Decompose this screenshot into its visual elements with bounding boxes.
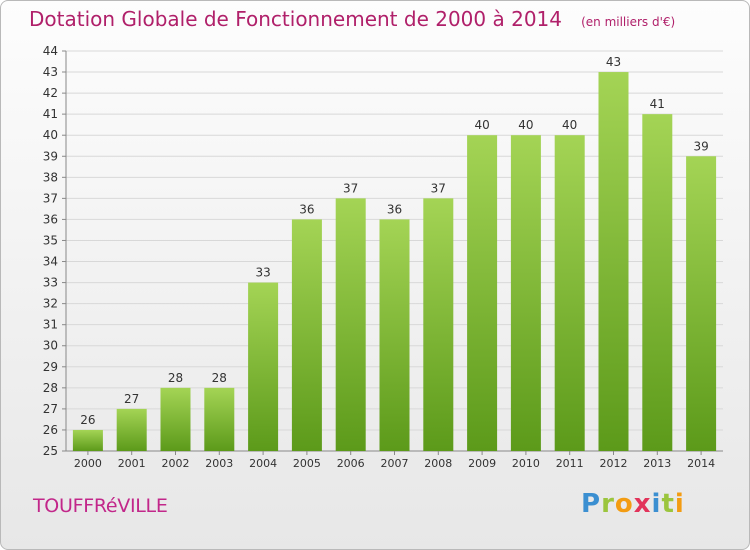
data-label-2001: 27 bbox=[124, 392, 139, 406]
data-label-2007: 36 bbox=[387, 202, 402, 216]
y-tick-label: 38 bbox=[43, 170, 58, 184]
data-label-2003: 28 bbox=[212, 371, 227, 385]
bar-2007 bbox=[379, 219, 410, 451]
x-tick-label-2008: 2008 bbox=[424, 457, 452, 470]
y-tick-label: 36 bbox=[43, 212, 58, 226]
logo-letter: r bbox=[601, 489, 615, 519]
y-tick-label: 37 bbox=[43, 191, 58, 205]
logo-letter: P bbox=[581, 489, 602, 519]
y-tick-label: 26 bbox=[43, 423, 58, 437]
logo-letter: i bbox=[651, 489, 662, 519]
bar-2011 bbox=[554, 135, 585, 452]
x-tick-label-2012: 2012 bbox=[600, 457, 628, 470]
y-tick-label: 30 bbox=[43, 339, 58, 353]
data-label-2014: 39 bbox=[693, 139, 708, 153]
y-tick-label: 40 bbox=[43, 128, 58, 142]
y-tick-label: 29 bbox=[43, 360, 58, 374]
data-label-2011: 40 bbox=[562, 118, 577, 132]
y-tick-label: 34 bbox=[43, 255, 58, 269]
bar-2005 bbox=[291, 219, 322, 451]
x-tick-label-2001: 2001 bbox=[118, 457, 146, 470]
bar-2006 bbox=[335, 198, 366, 451]
x-tick-label-2004: 2004 bbox=[249, 457, 277, 470]
logo-letter: t bbox=[661, 489, 675, 519]
bars bbox=[72, 72, 717, 452]
bar-2002 bbox=[160, 387, 191, 451]
y-tick-label: 28 bbox=[43, 381, 58, 395]
labels: 25 26 27 28 29 30 31 32 33 34 35 36 37 38 39 40 41 42 43 44… bbox=[43, 44, 715, 470]
y-tick-label: 35 bbox=[43, 233, 58, 247]
proxiti-logo[interactable]: Proxiti bbox=[581, 489, 685, 519]
y-tick-label: 27 bbox=[43, 402, 58, 416]
data-label-2002: 28 bbox=[168, 371, 183, 385]
x-tick-label-2000: 2000 bbox=[74, 457, 102, 470]
data-label-2012: 43 bbox=[606, 55, 621, 69]
y-tick-label: 42 bbox=[43, 86, 58, 100]
data-label-2004: 33 bbox=[255, 266, 270, 280]
bar-2009 bbox=[467, 135, 498, 452]
logo-letter: o bbox=[614, 489, 634, 519]
bar-2004 bbox=[248, 282, 279, 451]
y-tick-label: 25 bbox=[43, 444, 58, 458]
logo-letter: i bbox=[674, 489, 685, 519]
bar-2013 bbox=[642, 114, 673, 451]
bar-2010 bbox=[510, 135, 541, 452]
bar-2012 bbox=[598, 72, 629, 451]
x-tick-label-2002: 2002 bbox=[162, 457, 190, 470]
x-tick-label-2011: 2011 bbox=[556, 457, 584, 470]
y-tick-label: 39 bbox=[43, 149, 58, 163]
data-label-2010: 40 bbox=[518, 118, 533, 132]
chart-unit: (en milliers d'€) bbox=[581, 15, 676, 29]
data-label-2000: 26 bbox=[80, 413, 95, 427]
bar-2001 bbox=[116, 408, 147, 451]
y-tick-label: 43 bbox=[43, 65, 58, 79]
title-row: Dotation Globale de Fonctionnement de 20… bbox=[29, 7, 675, 31]
logo-letter: x bbox=[633, 489, 652, 519]
y-tick-label: 44 bbox=[43, 44, 58, 58]
bar-2000 bbox=[72, 429, 103, 451]
x-tick-label-2003: 2003 bbox=[205, 457, 233, 470]
data-label-2006: 37 bbox=[343, 181, 358, 195]
bar-2003 bbox=[204, 387, 235, 451]
bar-2014 bbox=[686, 156, 717, 451]
data-label-2008: 37 bbox=[431, 181, 446, 195]
x-tick-label-2009: 2009 bbox=[468, 457, 496, 470]
y-tick-label: 31 bbox=[43, 318, 58, 332]
y-tick-label: 41 bbox=[43, 107, 58, 121]
y-tick-label: 32 bbox=[43, 297, 58, 311]
y-tick-label: 33 bbox=[43, 276, 58, 290]
x-tick-label-2014: 2014 bbox=[687, 457, 715, 470]
x-tick-label-2006: 2006 bbox=[337, 457, 365, 470]
x-tick-label-2007: 2007 bbox=[381, 457, 409, 470]
x-tick-label-2010: 2010 bbox=[512, 457, 540, 470]
chart-title: Dotation Globale de Fonctionnement de 20… bbox=[29, 7, 562, 31]
data-label-2005: 36 bbox=[299, 202, 314, 216]
x-tick-label-2013: 2013 bbox=[643, 457, 671, 470]
bar-2008 bbox=[423, 198, 454, 451]
commune-name: TOUFFRéVILLE bbox=[33, 495, 168, 517]
data-label-2013: 41 bbox=[650, 97, 665, 111]
data-label-2009: 40 bbox=[474, 118, 489, 132]
x-tick-label-2005: 2005 bbox=[293, 457, 321, 470]
